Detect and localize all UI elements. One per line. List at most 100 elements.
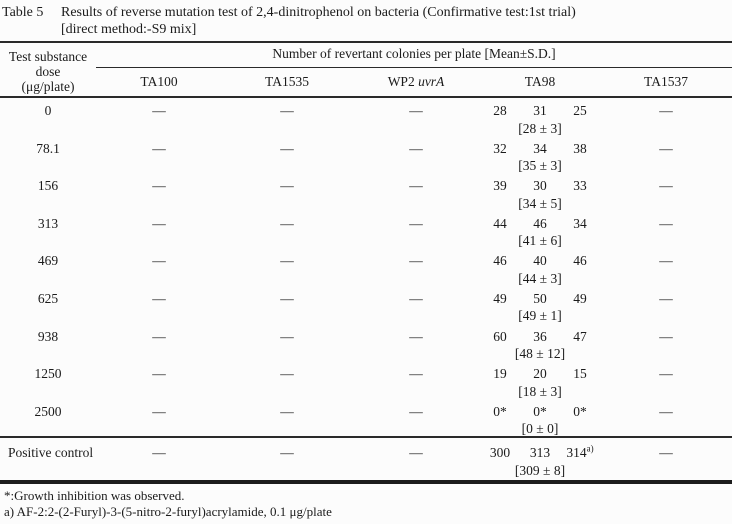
ta98-values: 19 20 15 [480,366,600,381]
ta98-values: 44 46 34 [480,216,600,231]
cell-wp2: — [409,178,423,194]
ta98-value-1: 28 [493,103,507,118]
footnote-a: a) AF-2:2-(2-Furyl)-3-(5-nitro-2-furyl)a… [4,504,332,520]
ta98-value-2: 30 [533,178,547,194]
col-header-ta98: TA98 [480,74,600,90]
table-header: Test substance dose (μg/plate) Number of… [0,41,732,98]
cell-ta98: 60 36 47 [48 ± 12] [480,324,600,362]
ta98-value-2: 46 [533,215,547,231]
ta98-mean: [35 ± 3] [518,158,562,174]
cell-ta1537: — [659,290,673,306]
ta98-value-3: 49 [573,290,587,306]
footnotes: *:Growth inhibition was observed. a) AF-… [0,484,732,520]
footnote-asterisk: *:Growth inhibition was observed. [4,488,185,504]
cell-dose: 1250 [34,366,62,382]
cell-ta100: — [152,140,166,156]
cell-ta1537: — [659,215,673,231]
strain-header-row: TA100 TA1535 WP2 uvrA TA98 TA1537 [0,74,732,90]
cell-ta1535: — [280,445,294,461]
table-row: 469 — — — 46 40 46 [44 ± 3] — [0,248,732,286]
cell-ta98: 39 30 33 [34 ± 5] [480,173,600,211]
table-caption-line1: Results of reverse mutation test of 2,4-… [61,5,576,20]
col-header-ta1537: TA1537 [600,74,732,90]
ta98-mean: [44 ± 3] [518,270,562,286]
cell-wp2: — [409,445,423,461]
dose-header-line3: (μg/plate) [21,79,75,94]
cell-ta98: 19 20 15 [18 ± 3] [480,361,600,399]
positive-control-label: Positive control [8,445,94,461]
ta98-mean: [48 ± 12] [514,346,566,362]
cell-ta1535: — [280,366,294,382]
ta98-value-2: 36 [533,328,547,344]
table-row: 156 — — — 39 30 33 [34 ± 5] — [0,173,732,211]
cell-ta1535: — [280,290,294,306]
ta98-mean: [18 ± 3] [518,383,562,399]
cell-wp2: — [409,253,423,269]
ta98-value-1: 49 [493,290,507,306]
ta98-value-1: 60 [493,328,507,344]
col-header-wp2: WP2 uvrA [352,74,480,90]
cell-ta100: — [152,403,166,419]
cell-wp2: — [409,328,423,344]
positive-control-row: Positive control — — — 300 313 314a) [309 ± 8] — [0,436,732,485]
ta98-mean: [309 ± 8] [514,462,566,478]
ta98-value-2: 31 [533,103,547,118]
cell-wp2: — [409,140,423,156]
cell-ta1537: — [659,140,673,156]
cell-ta1537: — [659,445,673,461]
cell-dose: 2500 [34,403,62,419]
table-row: 78.1 — — — 32 34 38 [35 ± 3] — [0,136,732,174]
cell-dose: 625 [37,290,59,306]
cell-dose: 313 [37,215,59,231]
col-header-wp2-italic: uvrA [418,74,445,89]
cell-dose: 938 [37,328,59,344]
table-title: Table 5 Results of reverse mutation test… [0,0,732,41]
col-header-wp2-label: WP2 [387,74,415,89]
cell-dose: 0 [44,103,52,118]
cell-ta1535: — [280,178,294,194]
cell-dose: 156 [37,178,59,194]
cell-dose: 78.1 [36,140,60,156]
cell-ta98: 46 40 46 [44 ± 3] [480,248,600,286]
cell-ta1537: — [659,328,673,344]
ta98-value-2: 313 [529,445,551,461]
col-header-ta1537-label: TA1537 [644,74,688,89]
cell-ta100: — [152,328,166,344]
col-header-ta98-label: TA98 [524,74,556,89]
dose-header-line2: dose [35,64,61,79]
ta98-value-3: 34 [573,215,587,231]
cell-ta98: 49 50 49 [49 ± 1] [480,286,600,324]
cell-ta1535: — [280,140,294,156]
cell-ta1535: — [280,403,294,419]
cell-wp2: — [409,290,423,306]
ta98-values: 0* 0* 0* [480,404,600,419]
ta98-value-1: 46 [493,253,507,269]
ta98-values: 28 31 25 [480,103,600,118]
ta98-value-3: 33 [573,178,587,194]
ta98-values: 32 34 38 [480,141,600,156]
col-header-ta1535-label: TA1535 [265,74,309,89]
strain-header-spacer [0,74,96,90]
ta98-value-2: 50 [533,290,547,306]
cell-wp2: — [409,215,423,231]
ta98-values: 49 50 49 [480,291,600,306]
cell-ta100: — [152,215,166,231]
table-caption: Results of reverse mutation test of 2,4-… [61,5,732,41]
ta98-value-2: 20 [533,366,547,382]
cell-ta100: — [152,366,166,382]
cell-ta1537: — [659,403,673,419]
ta98-value-3: 25 [573,103,587,118]
ta98-value-1: 300 [489,445,511,461]
col-header-ta100-label: TA100 [140,74,178,89]
ta98-value-1: 39 [493,178,507,194]
ta98-value-2: 34 [533,140,547,156]
col-header-ta100: TA100 [96,74,222,90]
table-row: 0 — — — 28 31 25 [28 ± 3] — [0,98,732,136]
table-row: 1250 — — — 19 20 15 [18 ± 3] — [0,361,732,399]
dose-header-line1: Test substance [8,49,88,64]
cell-ta1535: — [280,215,294,231]
cell-wp2: — [409,403,423,419]
dose-column-header: Test substance dose (μg/plate) [0,49,96,94]
table-caption-line2: [direct method:-S9 mix] [61,21,197,37]
cell-wp2: — [409,366,423,382]
